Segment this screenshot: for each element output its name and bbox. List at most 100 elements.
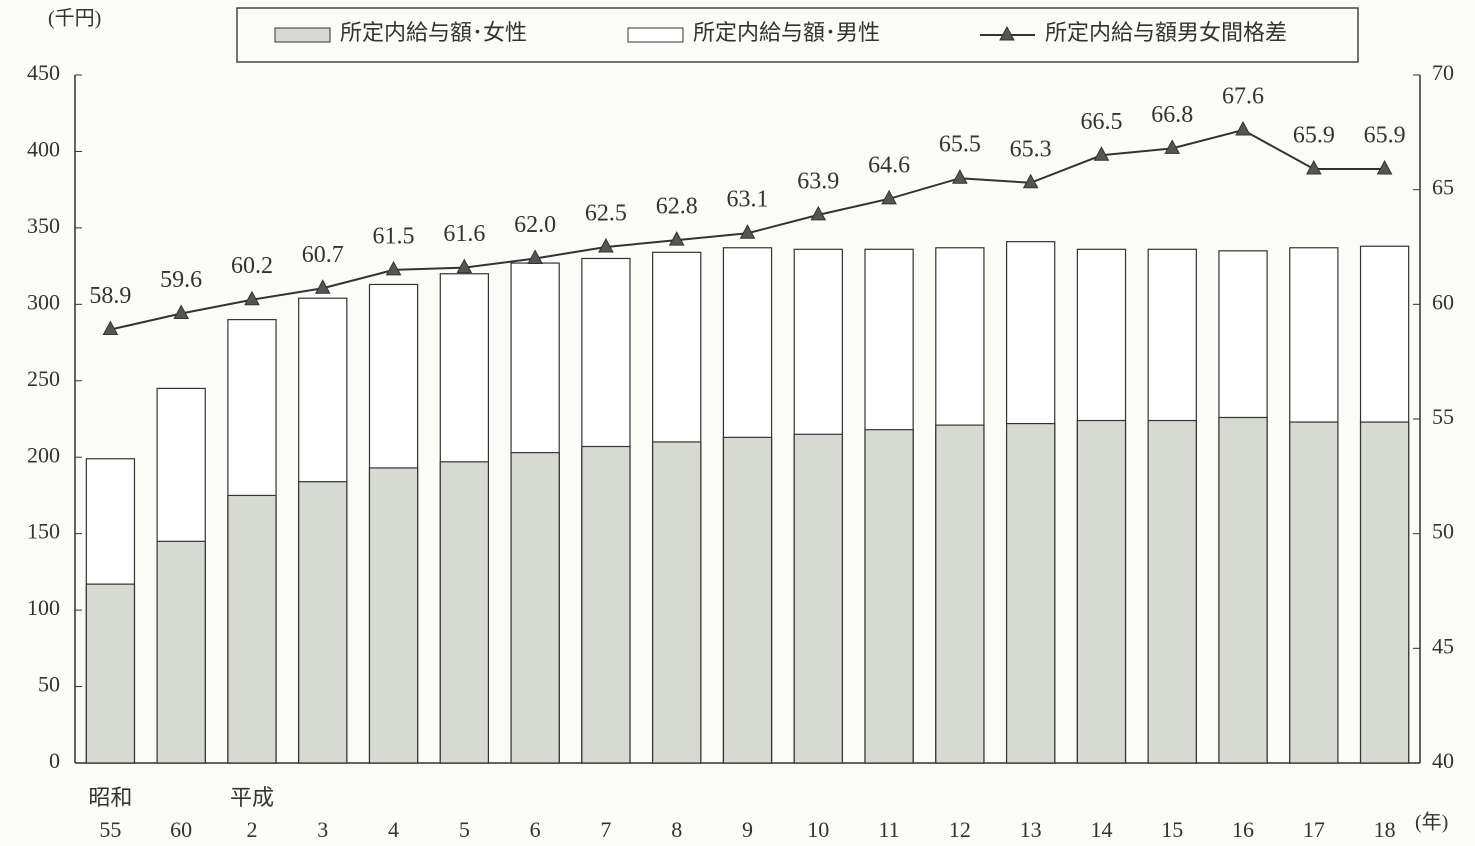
bar — [1289, 421, 1339, 764]
y2-tick-label: 70 — [1432, 60, 1454, 85]
marker — [173, 304, 190, 320]
bar — [652, 441, 702, 764]
marker — [1164, 139, 1181, 154]
x-tick-label: 15 — [1161, 817, 1183, 842]
data-label: 62.0 — [514, 212, 556, 238]
data-label: 65.9 — [1293, 123, 1335, 149]
x-tick-label: 7 — [600, 817, 611, 842]
data-label: 59.6 — [160, 267, 202, 293]
bar — [439, 461, 490, 764]
bar — [1147, 419, 1197, 764]
x-tick-label: 3 — [317, 817, 328, 842]
bar — [581, 445, 631, 764]
x-tick-label: 18 — [1374, 817, 1396, 842]
x-tick-label: 8 — [671, 817, 682, 842]
bar — [156, 540, 206, 764]
bar — [864, 429, 914, 764]
bar — [1076, 419, 1127, 764]
legend-swatch — [627, 27, 684, 43]
marker — [1022, 173, 1039, 189]
y-tick-label: 350 — [27, 213, 60, 238]
legend-swatch — [274, 27, 331, 43]
data-label: 61.5 — [373, 223, 415, 249]
legend-label: 所定内給与額･女性 — [340, 20, 527, 45]
marker — [1376, 159, 1393, 175]
y2-tick-label: 55 — [1432, 404, 1454, 429]
marker — [881, 189, 897, 205]
y-tick-label: 250 — [27, 366, 60, 391]
x-tick-label: 17 — [1303, 817, 1325, 842]
data-label: 65.3 — [1010, 136, 1052, 162]
data-label: 67.6 — [1222, 84, 1264, 110]
data-label: 63.9 — [797, 168, 839, 194]
x-tick-label: 14 — [1090, 817, 1112, 842]
y-tick-label: 300 — [27, 289, 60, 314]
marker — [456, 258, 473, 274]
data-label: 66.8 — [1151, 102, 1193, 128]
data-label: 65.9 — [1364, 123, 1406, 149]
y2-tick-label: 65 — [1432, 175, 1454, 200]
bar — [722, 436, 773, 764]
y2-tick-label: 40 — [1432, 748, 1454, 773]
data-label: 62.5 — [585, 201, 627, 227]
marker — [598, 237, 614, 253]
marker — [385, 260, 402, 276]
legend-box — [236, 7, 1359, 63]
y-tick-label: 100 — [27, 595, 60, 620]
x-tick-label: 6 — [530, 817, 541, 842]
legend-marker — [999, 25, 1015, 41]
x-tick-label: 55 — [99, 817, 121, 842]
marker — [739, 224, 756, 239]
data-label: 60.2 — [231, 253, 273, 279]
bar — [510, 452, 560, 764]
bar — [227, 494, 277, 764]
marker — [314, 279, 331, 294]
bar — [1005, 422, 1056, 764]
data-label: 65.5 — [939, 132, 981, 158]
bar — [935, 424, 985, 764]
x-tick-label: 16 — [1232, 817, 1254, 842]
marker — [810, 205, 827, 221]
bar — [1218, 416, 1268, 764]
y2-tick-label: 60 — [1432, 289, 1454, 314]
era-label: 平成 — [230, 785, 274, 810]
data-label: 63.1 — [727, 187, 769, 213]
marker — [952, 169, 968, 184]
era-label: 昭和 — [88, 785, 132, 810]
data-label: 64.6 — [868, 152, 910, 178]
marker — [668, 231, 685, 246]
data-label: 60.7 — [302, 242, 344, 268]
data-label: 62.8 — [656, 194, 698, 220]
y2-tick-label: 50 — [1432, 519, 1454, 544]
y-tick-label: 50 — [38, 672, 60, 697]
y-tick-label: 0 — [49, 748, 60, 773]
y-tick-label: 200 — [27, 442, 60, 467]
bar — [298, 481, 348, 764]
y2-tick-label: 45 — [1432, 633, 1454, 658]
marker — [1305, 159, 1322, 175]
marker — [527, 249, 543, 264]
x-tick-label: 2 — [246, 817, 257, 842]
x-tick-label: 9 — [742, 817, 753, 842]
bar — [368, 467, 419, 764]
x-tick-label: 11 — [878, 817, 899, 842]
x-tick-label: 12 — [949, 817, 971, 842]
x-tick-label: 13 — [1020, 817, 1042, 842]
x-tick-label: 5 — [459, 817, 470, 842]
marker — [244, 290, 260, 306]
x-tick-label: 10 — [807, 817, 829, 842]
x-unit: (年) — [1415, 811, 1448, 834]
y-tick-label: 450 — [27, 60, 60, 85]
bar — [1359, 421, 1410, 764]
y-tick-label: 400 — [27, 136, 60, 161]
marker — [1235, 120, 1251, 136]
legend-label: 所定内給与額･男性 — [693, 20, 880, 45]
data-label: 66.5 — [1080, 109, 1122, 135]
y-tick-label: 150 — [27, 519, 60, 544]
legend-label: 所定内給与額男女間格差 — [1045, 20, 1287, 45]
marker — [1093, 146, 1110, 161]
y-unit: (千円) — [48, 7, 101, 30]
bar — [85, 583, 136, 764]
bar — [793, 433, 843, 764]
